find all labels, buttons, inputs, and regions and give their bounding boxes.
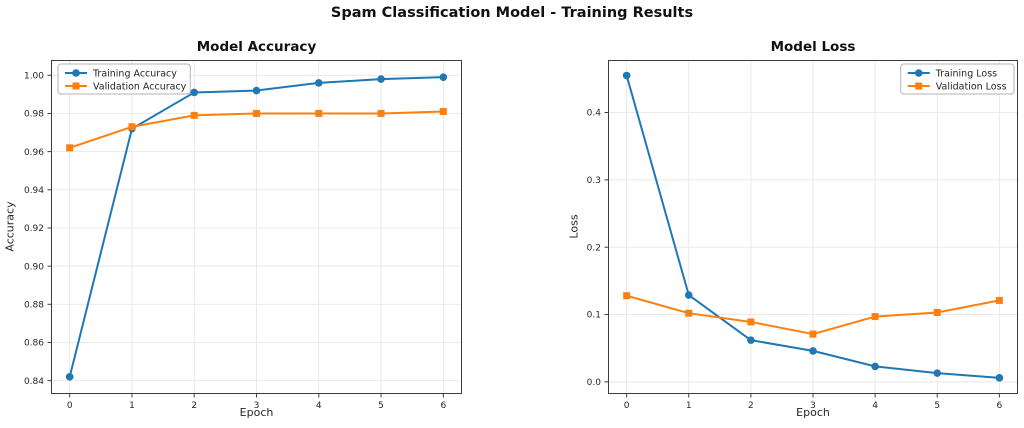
data-point-marker — [65, 373, 74, 381]
y-tick-label: 0.1 — [587, 311, 601, 321]
x-tick-label: 4 — [316, 401, 322, 411]
y-tick-label: 0.4 — [587, 109, 602, 119]
data-point-marker — [809, 330, 817, 338]
legend-label: Validation Loss — [936, 81, 1007, 92]
data-point-marker — [314, 79, 323, 87]
legend-label: Training Accuracy — [92, 68, 177, 79]
data-point-marker — [995, 296, 1003, 304]
y-tick-label: 0.90 — [24, 262, 44, 272]
x-tick-label: 5 — [934, 401, 940, 411]
data-point-marker — [684, 291, 693, 299]
data-point-marker — [871, 362, 879, 371]
x-tick-label: 3 — [254, 401, 260, 411]
y-tick-label: 0.86 — [24, 339, 44, 349]
chart-model-accuracy: Model Accuracy Accuracy 0 1 2 3 4 5 6 0.84 0.86 0… — [3, 39, 462, 419]
data-point-marker — [190, 111, 198, 119]
chart-model-loss: Model Loss Loss 0 1 2 3 4 5 6 0.0 0.1 0.2 0.3 0.4 Tr… — [512, 0, 1024, 428]
figure-suptitle: Spam Classification Model - Training Res… — [330, 5, 694, 21]
y-tick-label: 1.00 — [24, 71, 44, 81]
legend-swatch-marker — [72, 69, 80, 77]
data-point-marker — [128, 123, 136, 131]
x-tick-label: 2 — [191, 401, 197, 411]
plot-area: 0 1 2 3 4 5 6 0.84 0.86 0.88 0.90 0.92 0.94 0.96 0.98 1… — [24, 60, 462, 411]
y-tick-label: 0.92 — [24, 224, 44, 234]
x-tick-label: 3 — [810, 401, 816, 411]
plot-border — [51, 60, 462, 394]
y-tick-label: 0.96 — [24, 148, 44, 158]
legend-swatch-marker — [915, 82, 923, 90]
data-point-marker — [315, 109, 323, 117]
data-point-marker — [252, 86, 261, 95]
data-point-marker — [871, 313, 879, 321]
legend: Training Accuracy Validation Accuracy — [57, 63, 191, 95]
data-point-marker — [933, 369, 942, 377]
data-point-marker — [439, 108, 447, 116]
legend-box — [57, 63, 191, 95]
data-point-marker — [623, 292, 631, 300]
data-point-marker — [809, 347, 817, 355]
x-tick-label: 2 — [748, 401, 754, 411]
x-tick-label: 6 — [996, 401, 1002, 411]
data-point-marker — [747, 336, 755, 344]
x-tick-label: 0 — [67, 401, 73, 411]
legend-swatch-marker — [914, 69, 923, 77]
legend-swatch-marker — [72, 82, 80, 90]
y-tick-label: 0.98 — [24, 110, 44, 120]
x-tick-label: 5 — [378, 401, 384, 411]
x-tick-label: 4 — [872, 401, 878, 411]
x-axis-label: Epoch — [239, 406, 274, 419]
y-tick-label: 0.0 — [587, 378, 602, 388]
data-point-marker — [995, 374, 1004, 382]
y-tick-label: 0.3 — [587, 176, 601, 186]
data-point-marker — [377, 109, 385, 117]
x-tick-label: 1 — [686, 401, 692, 411]
chart-title: Model Loss — [770, 39, 856, 55]
plot-border — [608, 60, 1018, 394]
y-axis-label: Accuracy — [3, 201, 17, 252]
plot-area: 0 1 2 3 4 5 6 0.0 0.1 0.2 0.3 0.4 Training Loss Valid… — [587, 60, 1018, 411]
chart-title: Model Accuracy — [196, 39, 317, 55]
data-point-marker — [66, 144, 74, 152]
data-point-marker — [747, 318, 755, 326]
data-point-marker — [622, 71, 631, 80]
data-point-marker — [439, 73, 448, 81]
legend-label: Training Loss — [935, 68, 997, 79]
data-point-marker — [253, 109, 260, 117]
data-point-marker — [685, 309, 693, 317]
y-tick-label: 0.84 — [24, 377, 44, 387]
y-tick-label: 0.88 — [24, 300, 44, 310]
y-tick-label: 0.2 — [587, 243, 601, 253]
x-axis-label: Epoch — [796, 406, 830, 419]
x-tick-label: 0 — [624, 401, 630, 411]
x-tick-label: 1 — [129, 401, 135, 411]
data-point-marker — [933, 309, 941, 317]
x-tick-label: 6 — [440, 401, 446, 411]
y-tick-label: 0.94 — [24, 186, 44, 196]
data-point-marker — [377, 75, 385, 83]
legend: Training Loss Validation Loss — [900, 63, 1015, 95]
y-axis-label: Loss — [567, 214, 581, 239]
legend-label: Validation Accuracy — [93, 81, 187, 92]
data-point-marker — [190, 88, 199, 97]
